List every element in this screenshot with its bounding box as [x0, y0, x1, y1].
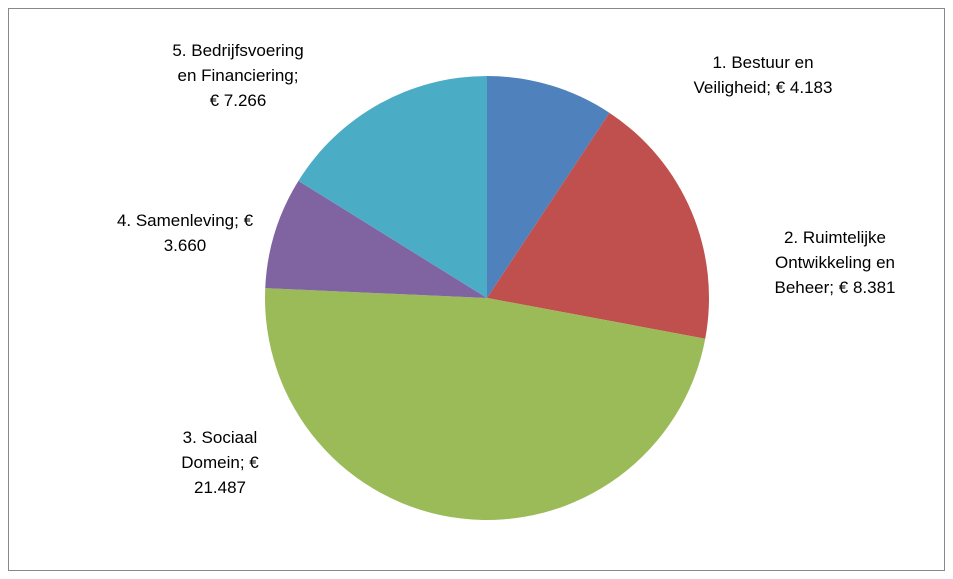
slice-label: 2. Ruimtelijke Ontwikkeling en Beheer; €…: [760, 225, 910, 300]
category-label: 5. Bedrijfsvoering en Financiering;: [172, 41, 304, 85]
value-label: € 8.381: [838, 278, 896, 297]
value-label: € 21.487: [194, 453, 259, 497]
pie-slice: [265, 180, 487, 298]
category-label: 2. Ruimtelijke Ontwikkeling en Beheer;: [774, 228, 895, 297]
category-label: 1. Bestuur en Veiligheid;: [693, 53, 814, 97]
value-label: € 7.266: [209, 91, 267, 110]
slice-label: 3. Sociaal Domein; € 21.487: [170, 425, 270, 500]
category-label: 3. Sociaal Domein;: [181, 428, 258, 472]
pie-slice: [264, 288, 706, 520]
category-label: 4. Samenleving;: [116, 211, 239, 230]
pie-slice: [487, 112, 709, 339]
value-label: € 4.183: [775, 78, 833, 97]
slice-label: 5. Bedrijfsvoering en Financiering; € 7.…: [171, 38, 306, 113]
slice-label: 4. Samenleving; € 3.660: [110, 208, 260, 258]
pie-slice: [487, 76, 610, 298]
slice-label: 1. Bestuur en Veiligheid; € 4.183: [693, 50, 833, 100]
value-label: € 3.660: [163, 211, 254, 255]
pie-slice: [298, 76, 487, 298]
